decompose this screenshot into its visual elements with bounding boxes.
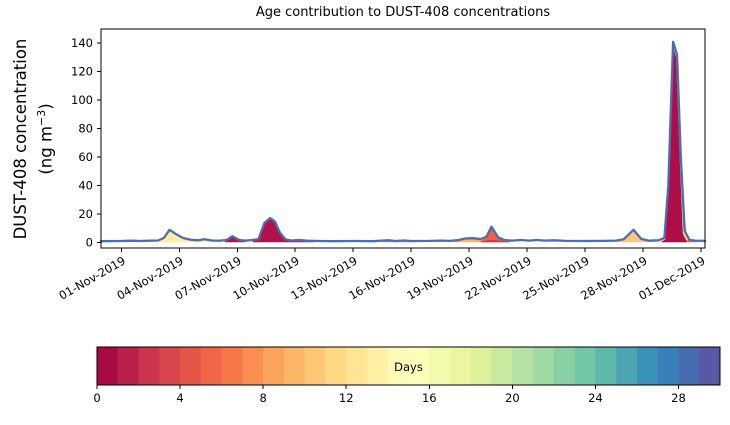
colorbar-segment — [678, 347, 700, 385]
colorbar-segment — [429, 347, 451, 385]
chart-title: Age contribution to DUST-408 concentrati… — [255, 5, 551, 20]
colorbar-segment — [263, 347, 285, 385]
y-tick-label: 20 — [78, 207, 93, 221]
colorbar-segment — [450, 347, 472, 385]
total-concentration-line — [99, 40, 707, 243]
colorbar-segment — [616, 347, 638, 385]
colorbar-segment — [366, 347, 389, 385]
colorbar-segment — [533, 347, 555, 385]
colorbar-tick-label: 20 — [505, 391, 520, 405]
colorbar-segment — [304, 347, 327, 385]
colorbar-segment — [346, 347, 368, 385]
colorbar-segment — [470, 347, 493, 385]
age-region-fill — [252, 218, 315, 243]
age-region-fill — [156, 230, 220, 243]
colorbar-outline — [96, 346, 721, 386]
colorbar-segment — [180, 347, 202, 385]
colorbar-segment — [242, 347, 264, 385]
colorbar-segment — [221, 347, 244, 385]
colorbar-tick-label: 16 — [422, 391, 437, 405]
colorbar-segment — [117, 347, 140, 385]
colorbar-tick-label: 28 — [671, 391, 686, 405]
colorbar-segment — [97, 347, 119, 385]
colorbar-segment — [595, 347, 617, 385]
y-tick-label: 80 — [78, 122, 93, 136]
colorbar-segment — [553, 347, 576, 385]
colorbar-segment — [138, 347, 160, 385]
colorbar-tick-label: 0 — [93, 391, 100, 405]
colorbar-segment — [200, 347, 223, 385]
colorbar-segment — [387, 347, 410, 385]
colorbar-segment — [636, 347, 659, 385]
colorbar-tick-label: 24 — [588, 391, 603, 405]
colorbar-segment — [159, 347, 181, 385]
colorbar-segment — [283, 347, 306, 385]
y-tick-label: 40 — [78, 178, 93, 192]
colorbar-segment — [512, 347, 534, 385]
y-tick-label: 140 — [71, 36, 93, 50]
colorbar-tick-label: 8 — [259, 391, 266, 405]
colorbar-segment — [699, 347, 720, 385]
colorbar-segment — [574, 347, 597, 385]
y-tick-label: 60 — [78, 150, 93, 164]
colorbar-tick-label: 12 — [339, 391, 354, 405]
colorbar-segment — [491, 347, 514, 385]
age-region-fill — [480, 240, 510, 243]
colorbar-tick-label: 4 — [176, 391, 183, 405]
y-tick-label: 0 — [86, 235, 93, 249]
y-tick-label: 100 — [71, 93, 93, 107]
y-tick-label: 120 — [71, 65, 93, 79]
axes-spines — [100, 28, 706, 249]
colorbar-segment — [657, 347, 680, 385]
colorbar-label: Days — [394, 360, 423, 374]
colorbar-segment — [325, 347, 347, 385]
colorbar-segment — [408, 347, 430, 385]
